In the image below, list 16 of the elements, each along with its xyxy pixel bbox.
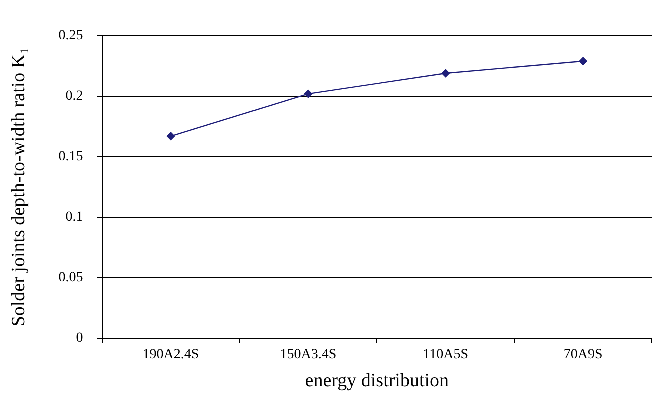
x-axis-title: energy distribution xyxy=(305,370,450,392)
y-tick-label: 0.2 xyxy=(66,89,84,104)
y-tick-label: 0.1 xyxy=(66,210,84,226)
point xyxy=(442,69,450,78)
point xyxy=(579,57,588,66)
y-tick-label: 0.25 xyxy=(58,28,84,44)
x-tick-label: 110A5S xyxy=(423,347,469,362)
y-tick-label: 0.15 xyxy=(58,150,84,165)
y-axis-title: Solder joints depth-to-width ratio K₁ xyxy=(8,48,30,327)
x-tick-label: 150A3.4S xyxy=(280,347,337,362)
y-tick-label: 0.05 xyxy=(58,270,84,286)
point xyxy=(304,90,313,98)
point xyxy=(166,132,176,140)
x-tick-label: 70A9S xyxy=(564,347,603,362)
y-tick-label: 0 xyxy=(76,331,84,346)
x-tick-label: 190A2.4S xyxy=(142,347,200,362)
